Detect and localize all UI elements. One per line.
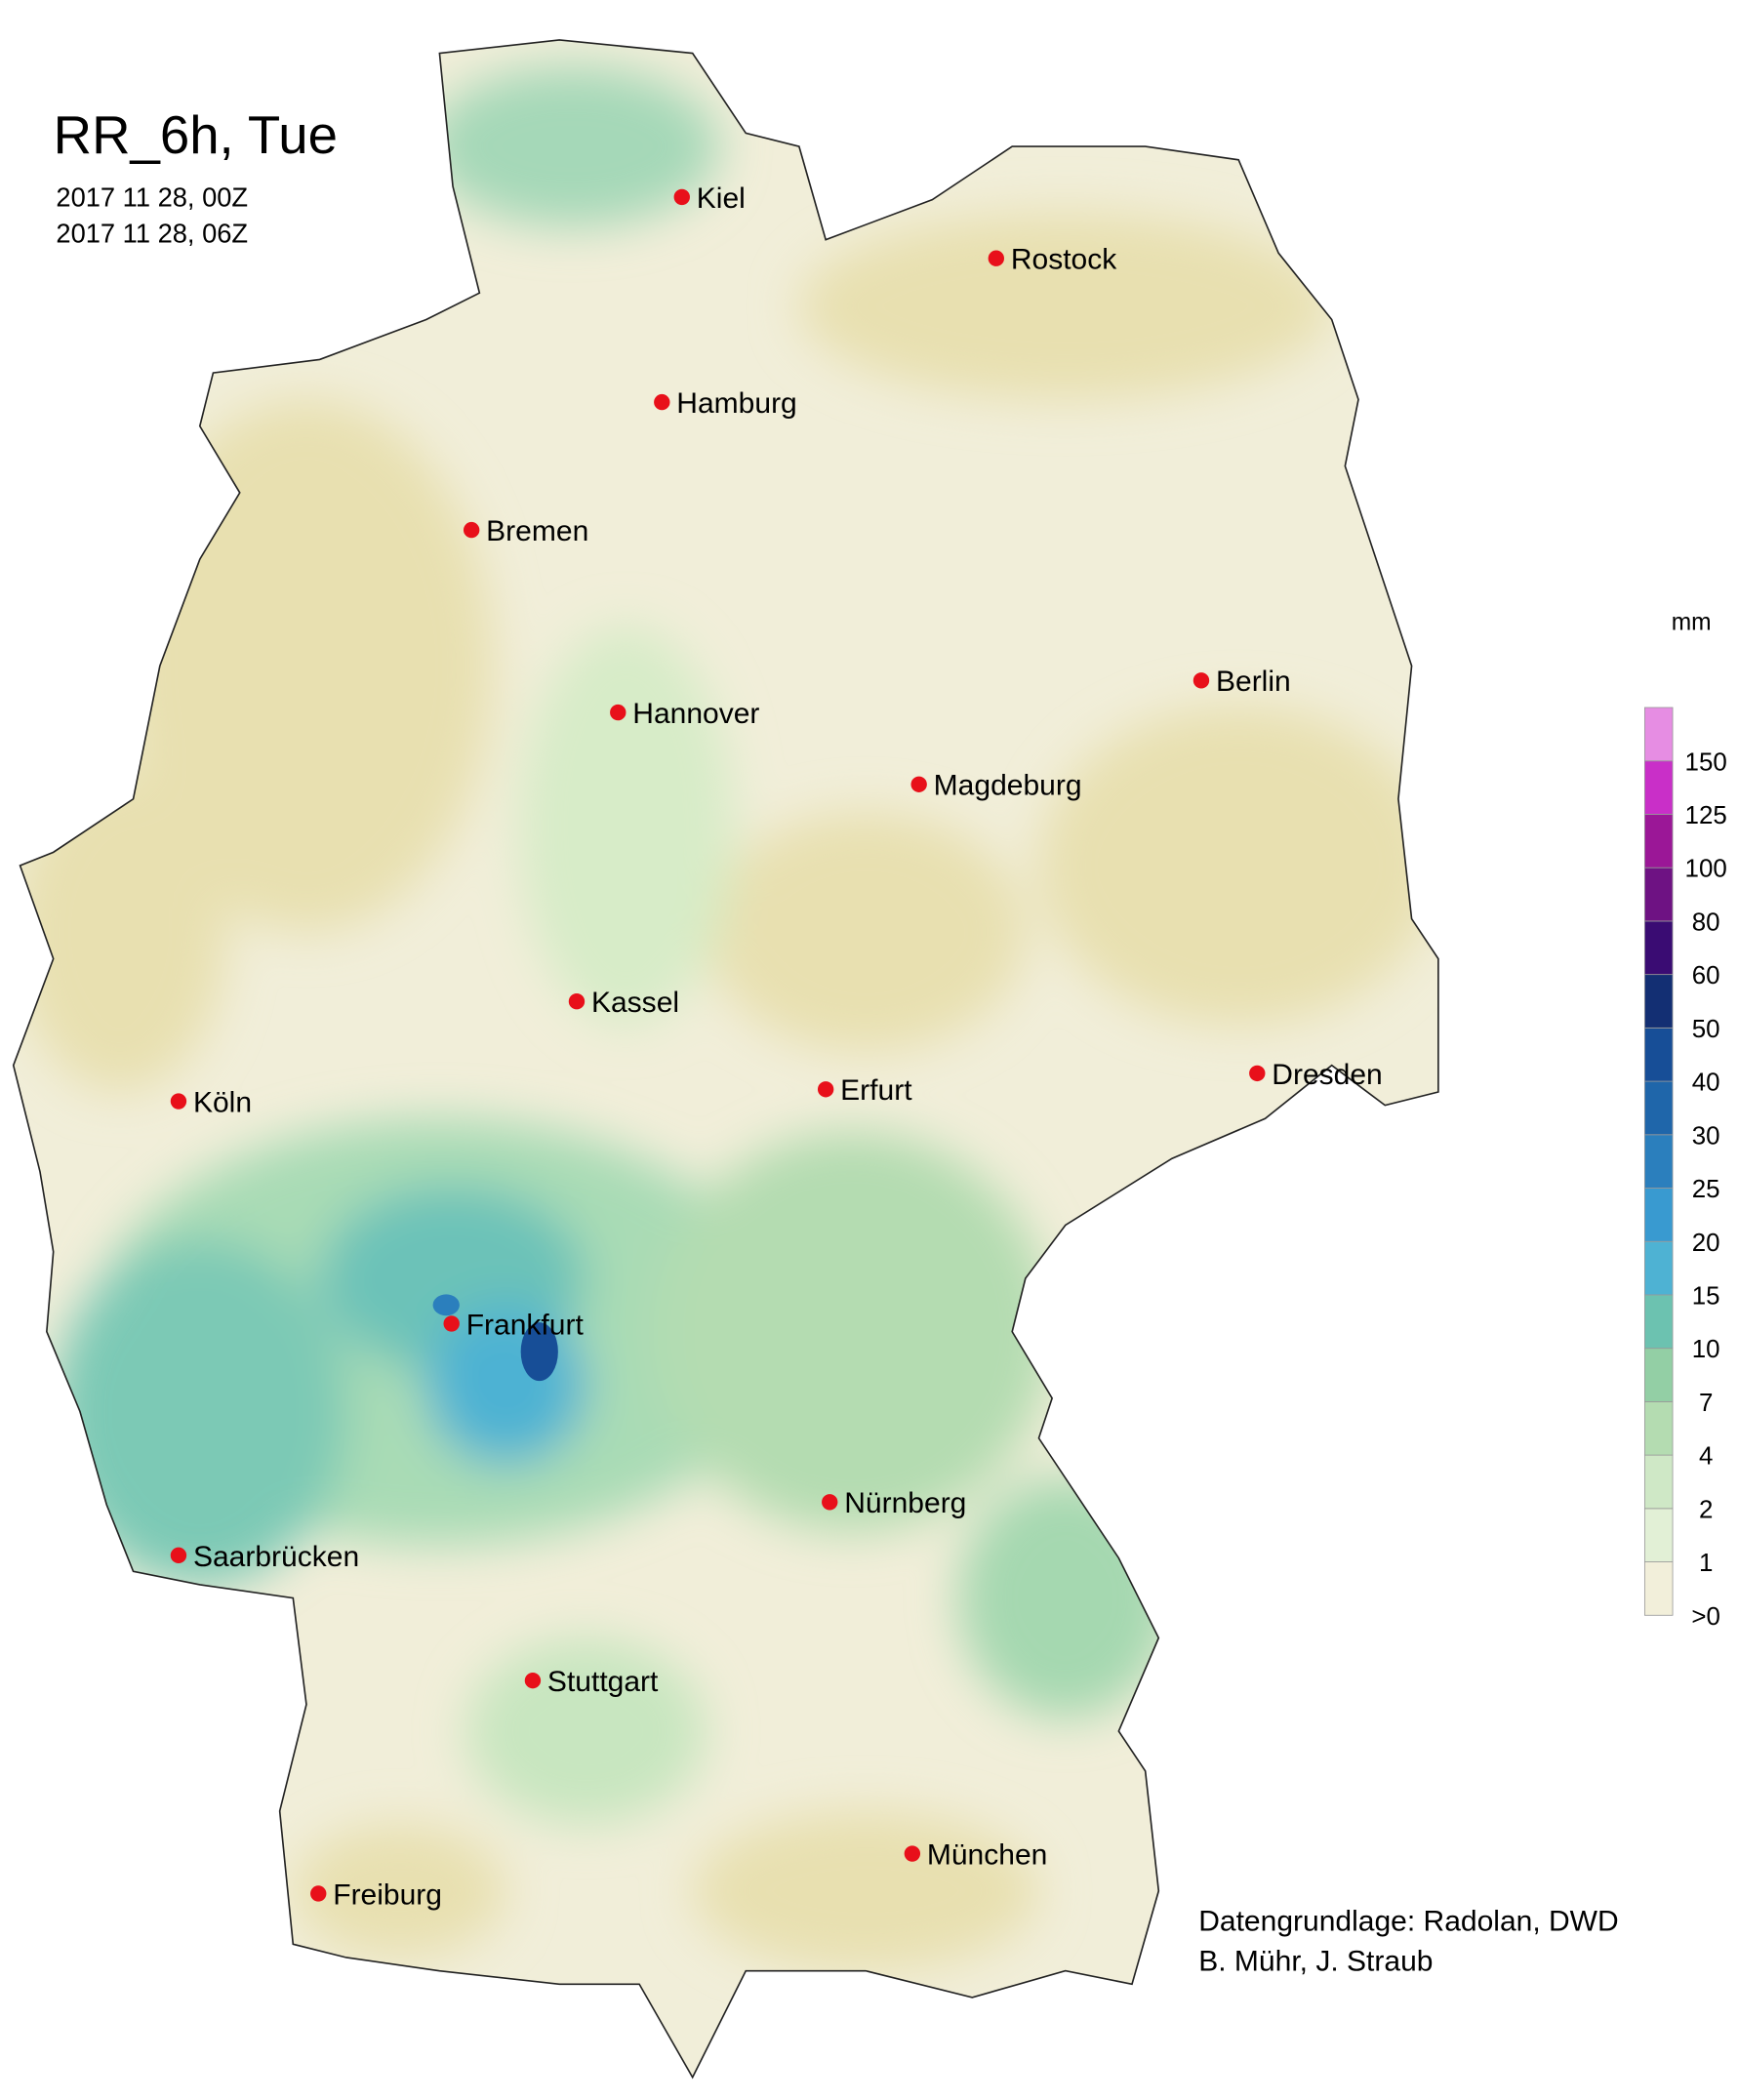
city-label: Bremen — [486, 515, 588, 547]
legend-label: 1 — [1699, 1550, 1713, 1577]
legend-swatch — [1643, 760, 1674, 815]
legend-swatch — [1643, 1454, 1674, 1510]
legend: >0 1 2 4 7 10 15 20 25 30 40 50 60 80 100 125 150 — [1643, 707, 1727, 1631]
legend-label: 125 — [1685, 802, 1727, 829]
city-label: Kiel — [697, 182, 746, 215]
city-marker — [610, 704, 626, 721]
city-marker — [310, 1885, 327, 1902]
city-label: Hannover — [632, 698, 759, 730]
legend-label: 7 — [1699, 1390, 1713, 1417]
legend-swatch — [1643, 1400, 1674, 1456]
legend-swatch — [1643, 707, 1674, 762]
city-marker — [817, 1081, 834, 1098]
city-label: München — [927, 1838, 1047, 1871]
legend-label: 60 — [1692, 962, 1720, 989]
legend-swatch — [1643, 1294, 1674, 1350]
legend-label: 150 — [1685, 748, 1727, 776]
city-label: Erfurt — [840, 1074, 912, 1107]
legend-swatch — [1643, 814, 1674, 868]
legend-label: 2 — [1699, 1496, 1713, 1523]
city-marker — [524, 1672, 542, 1689]
city-label: Stuttgart — [547, 1666, 659, 1698]
legend-label: 80 — [1692, 909, 1720, 936]
legend-swatch — [1643, 974, 1674, 1029]
legend-label: 100 — [1685, 856, 1727, 883]
city-label: Magdeburg — [934, 770, 1082, 802]
legend-label: 30 — [1692, 1122, 1720, 1150]
city-label: Berlin — [1216, 666, 1291, 698]
legend-swatch — [1643, 1240, 1674, 1296]
city-label: Frankfurt — [466, 1309, 585, 1341]
city-label: Rostock — [1011, 244, 1117, 276]
legend-swatch — [1643, 1080, 1674, 1136]
city-marker — [904, 1845, 921, 1862]
city-marker — [910, 776, 927, 792]
city-marker — [443, 1315, 460, 1332]
legend-label: 20 — [1692, 1230, 1720, 1257]
legend-unit: mm — [1672, 609, 1712, 635]
city-marker — [170, 1093, 187, 1110]
legend-label: 50 — [1692, 1016, 1720, 1043]
legend-swatch — [1643, 1561, 1674, 1616]
legend-swatch — [1643, 1134, 1674, 1189]
city-marker — [654, 393, 670, 411]
legend-swatch — [1643, 1508, 1674, 1562]
legend-label: 40 — [1692, 1070, 1720, 1097]
city-marker — [1192, 672, 1210, 689]
city-marker — [568, 993, 586, 1010]
legend-label: 25 — [1692, 1176, 1720, 1203]
city-marker — [1249, 1065, 1266, 1082]
title: RR_6h, Tue — [54, 105, 338, 165]
legend-label: 4 — [1699, 1443, 1713, 1471]
legend-label: 10 — [1692, 1336, 1720, 1363]
legend-swatch — [1643, 920, 1674, 976]
city-marker — [463, 521, 480, 539]
city-marker — [988, 250, 1005, 266]
city-marker — [822, 1494, 838, 1511]
city-marker — [170, 1547, 187, 1564]
credit: B. Mühr, J. Straub — [1198, 1946, 1433, 1978]
legend-label: >0 — [1691, 1603, 1720, 1631]
city-label: Nürnberg — [844, 1487, 966, 1519]
city-label: Köln — [193, 1086, 252, 1118]
time-end: 2017 11 28, 06Z — [56, 218, 248, 248]
city-label: Saarbrücken — [193, 1541, 359, 1573]
legend-swatch — [1643, 1027, 1674, 1082]
city-marker — [673, 188, 690, 206]
city-label: Kassel — [591, 987, 679, 1019]
legend-swatch — [1643, 1188, 1674, 1242]
legend-swatch — [1643, 867, 1674, 922]
time-start: 2017 11 28, 00Z — [56, 182, 248, 213]
city-label: Freiburg — [333, 1878, 442, 1911]
credit: Datengrundlage: Radolan, DWD — [1198, 1906, 1618, 1938]
city-label: Hamburg — [676, 387, 796, 420]
legend-label: 15 — [1692, 1283, 1720, 1311]
legend-swatch — [1643, 1348, 1674, 1402]
city-label: Dresden — [1272, 1059, 1382, 1091]
cities: Kiel Rostock Hamburg Bremen Hannover Berlin Ma… — [170, 182, 1383, 1911]
